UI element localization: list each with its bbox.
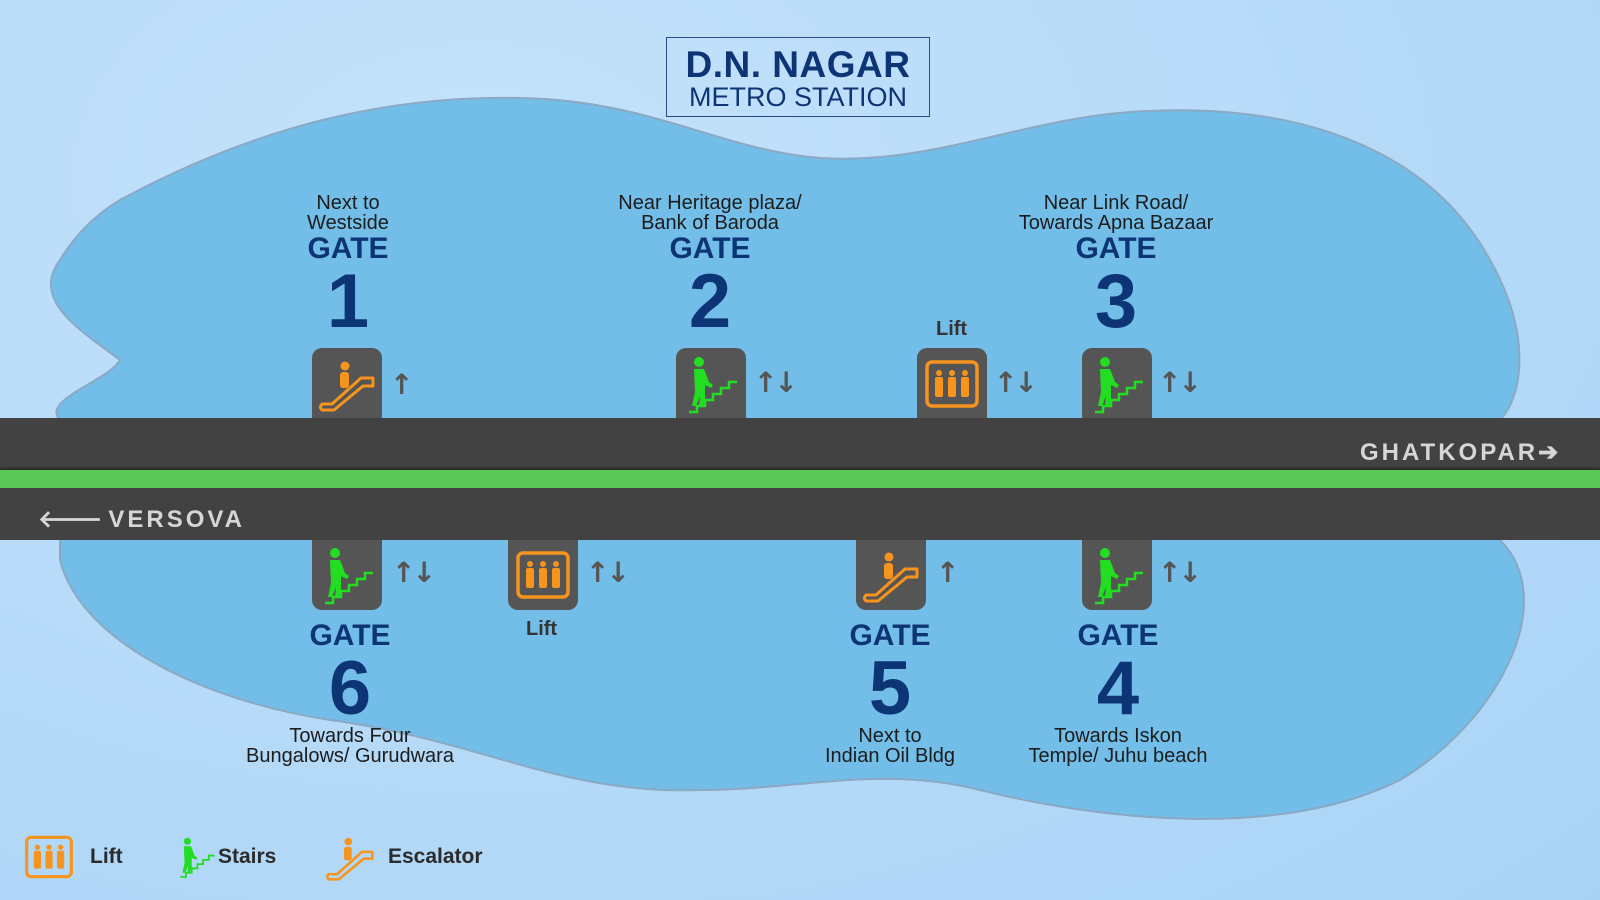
direction-arrows: ↑↓ [392,556,436,589]
gate-note-line: Bank of Baroda [641,212,779,234]
gate-note-line: Next to [858,725,922,747]
lift-icon [925,360,979,408]
gate-4: GATE 4 Towards Iskon Temple/ Juhu beach [988,619,1248,767]
direction-ghatkopar: GHATKOPAR➔ [1360,438,1558,467]
stairs-icon [325,548,373,605]
gate-2: Near Heritage plaza/ Bank of Baroda GATE… [580,192,840,344]
gate-number: 4 [1096,646,1140,731]
gate-5-escalator-tile [856,540,926,610]
station-title-box: D.N. NAGAR METRO STATION [666,37,930,117]
gate-label: GATE [309,619,391,652]
gate-label: GATE [849,619,931,652]
arrow-left-icon: 🡐 [38,506,103,533]
lift-icon [25,835,73,879]
escalator-icon [863,552,919,603]
direction-arrows: ↑↓ [586,556,630,589]
direction-label: VERSOVA [108,506,245,533]
gate-3-stairs-tile [1082,348,1152,420]
gate-number: 1 [326,259,370,344]
direction-arrows: ↑↓ [754,366,798,399]
gate-1: Next to Westside GATE 1 [218,192,478,344]
legend-escalator: Escalator [324,832,483,882]
gate-1-escalator-tile [312,348,382,420]
stairs-icon [689,357,737,414]
gate-note-line: Towards Four [289,725,411,747]
lift-label: Lift [936,318,968,340]
gate-note-line: Westside [307,212,389,234]
gate-note-line: Towards Apna Bazaar [1018,212,1214,234]
gate-note-line: Near Heritage plaza/ [618,192,802,214]
legend-stairs: Stairs [176,832,276,882]
metro-line-green [0,470,1600,488]
direction-versova: 🡐 VERSOVA [38,504,245,534]
direction-label: GHATKOPAR [1360,439,1539,466]
legend-label: Escalator [388,845,483,868]
track-westbound [0,488,1600,540]
legend-lift: Lift [24,832,123,882]
direction-arrows: ↑↓ [1158,556,1202,589]
gate-4-stairs-tile [1082,540,1152,610]
direction-arrows: ↑ [390,368,414,401]
stairs-icon [180,837,215,878]
station-name: D.N. NAGAR [685,44,911,85]
track-eastbound [0,418,1600,470]
direction-arrows: ↑↓ [1158,366,1202,399]
gate-label: GATE [1077,619,1159,652]
gate-number: 3 [1094,259,1138,344]
escalator-icon [326,837,374,881]
stairs-icon [1095,548,1143,605]
lift-north-tile [917,348,987,420]
gate-note-line: Temple/ Juhu beach [1028,745,1208,767]
gate-3: Near Link Road/ Towards Apna Bazaar GATE… [986,192,1246,344]
gate-note-line: Near Link Road/ [1043,192,1189,214]
gate-label: GATE [307,232,389,265]
legend-label: Lift [90,845,123,868]
gate-label: GATE [669,232,751,265]
gate-note-line: Bungalows/ Gurudwara [246,745,454,767]
station-subtitle: METRO STATION [689,82,907,112]
gate-number: 2 [688,259,732,344]
arrow-right-icon: ➔ [1538,439,1559,466]
gate-number: 6 [328,646,372,731]
direction-arrows: ↑↓ [994,366,1038,399]
gate-2-stairs-tile [676,348,746,420]
lift-icon [516,551,570,599]
gate-6: GATE 6 Towards Four Bungalows/ Gurudwara [220,619,480,767]
lift-south-tile [508,540,578,610]
stairs-icon [1095,357,1143,414]
gate-number: 5 [868,646,912,731]
gate-6-stairs-tile [312,540,382,610]
gate-note-line: Next to [316,192,380,214]
legend-label: Stairs [218,845,277,868]
escalator-icon [319,361,375,412]
gate-note-line: Indian Oil Bldg [824,745,956,767]
gate-note-line: Towards Iskon [1054,725,1182,747]
lift-label: Lift [526,618,558,640]
direction-arrows: ↑ [936,556,960,589]
gate-label: GATE [1075,232,1157,265]
gate-5: GATE 5 Next to Indian Oil Bldg [760,619,1020,767]
